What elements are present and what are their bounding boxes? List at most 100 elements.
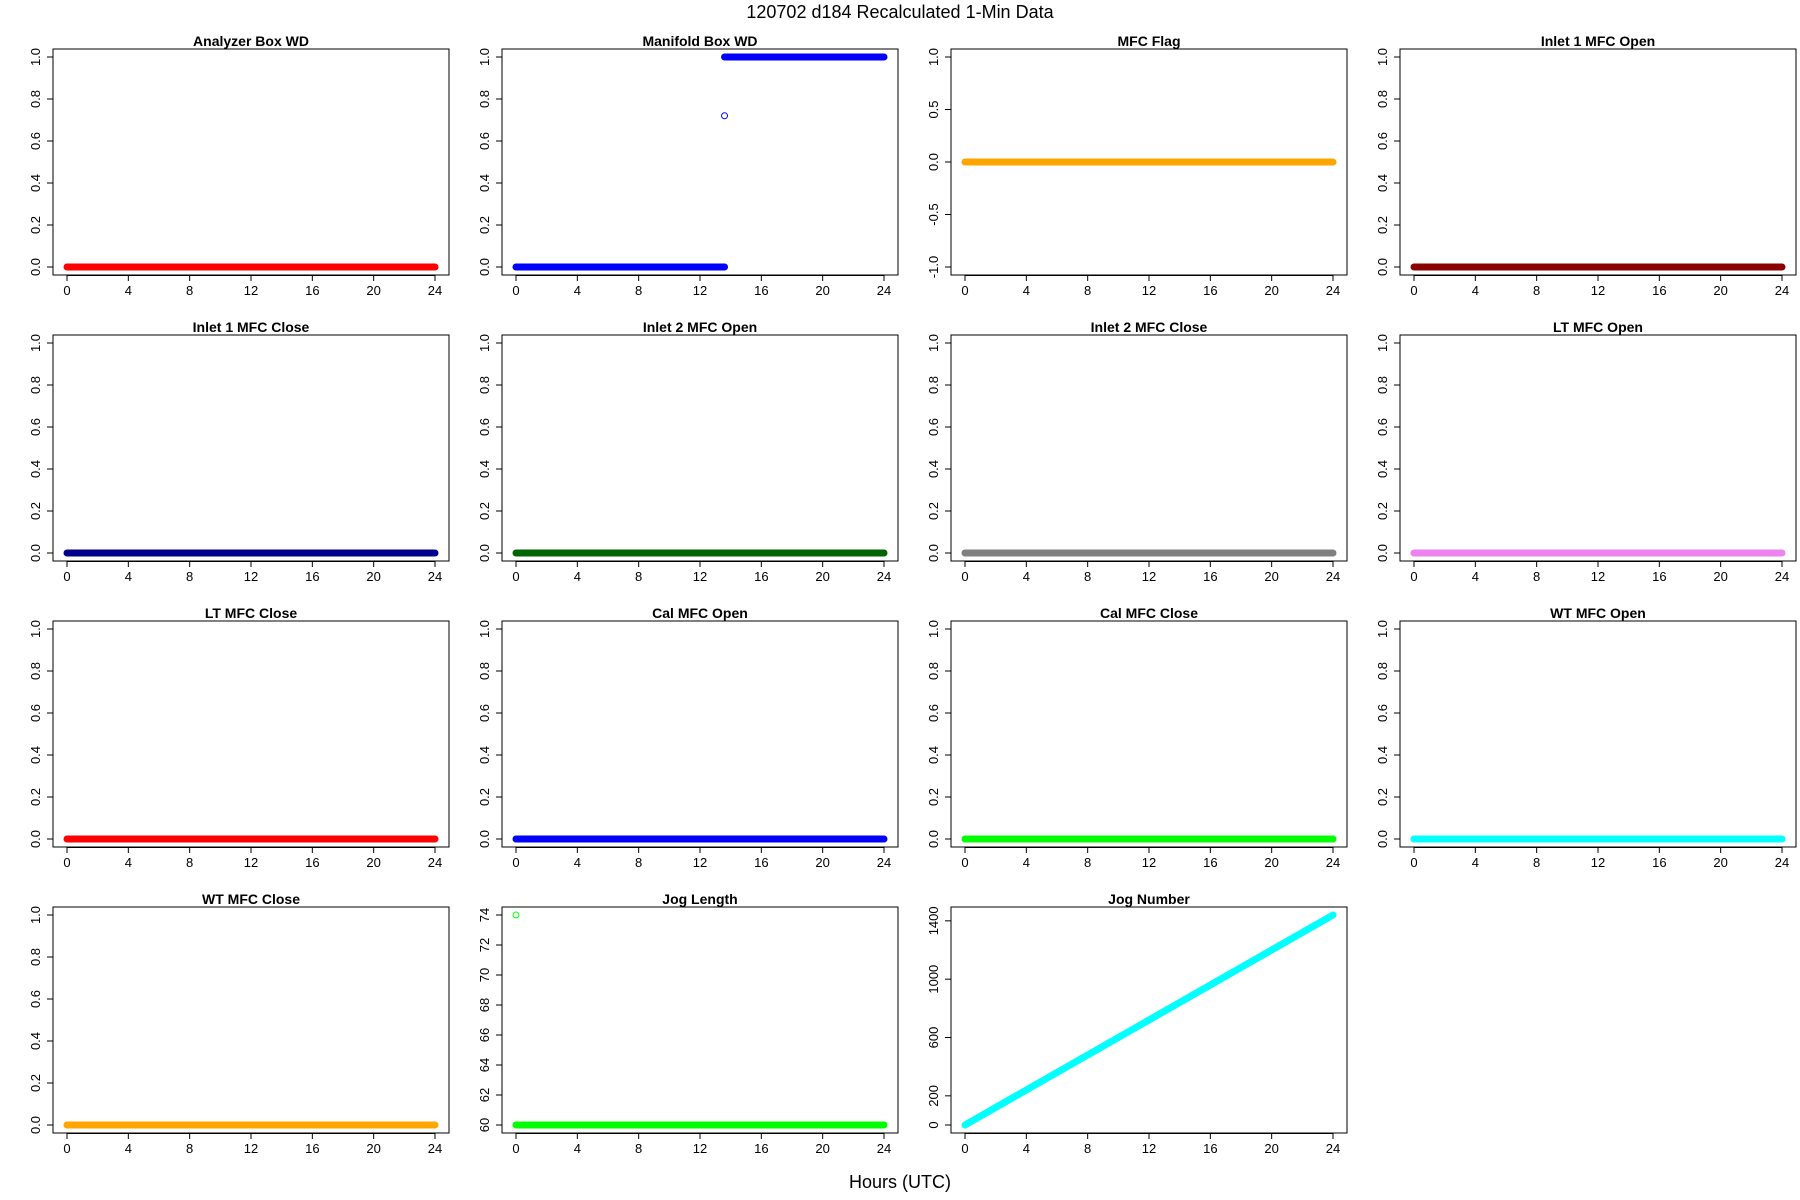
panel-jog-length: Jog Length 0 4 8 12 16 20 24 60 62 64 66 68 70 72 74 bbox=[477, 891, 899, 1156]
y-tick-label: 74 bbox=[477, 908, 492, 922]
y-tick-label: 0.2 bbox=[28, 502, 43, 520]
panel-title: WT MFC Open bbox=[1550, 605, 1646, 621]
y-tick-label: 0.4 bbox=[1375, 174, 1390, 192]
x-tick-label: 20 bbox=[366, 1141, 380, 1156]
plot-frame bbox=[501, 906, 899, 1134]
y-tick-label: 600 bbox=[926, 1027, 941, 1049]
y-tick-label: 0.6 bbox=[1375, 418, 1390, 436]
x-tick-label: 4 bbox=[1023, 283, 1030, 298]
panel-inlet-2-mfc-open: Inlet 2 MFC Open 0 4 8 12 16 20 24 0.0 0.2 0.4 0.6 0… bbox=[477, 319, 899, 584]
y-tick-label: 0.6 bbox=[926, 704, 941, 722]
panel-cal-mfc-close: Cal MFC Close 0 4 8 12 16 20 24 0.0 0.2 0.4 0.6 0.8 1… bbox=[926, 605, 1348, 870]
y-tick-label: 1.0 bbox=[28, 48, 43, 66]
panel-inlet-1-mfc-open: Inlet 1 MFC Open 0 4 8 12 16 20 24 0.0 0.2 0.4 0.6 0… bbox=[1375, 33, 1797, 298]
x-tick-label: 8 bbox=[1084, 855, 1091, 870]
plot-frame bbox=[1399, 334, 1797, 562]
x-tick-label: 0 bbox=[1410, 855, 1417, 870]
y-tick-label: 0.4 bbox=[926, 746, 941, 764]
x-tick-label: 0 bbox=[512, 569, 519, 584]
x-tick-label: 0 bbox=[63, 283, 70, 298]
x-tick-label: 24 bbox=[428, 1141, 442, 1156]
y-tick-label: 0.0 bbox=[926, 544, 941, 562]
y-tick-label: 0.0 bbox=[1375, 544, 1390, 562]
y-tick-label: 1.0 bbox=[926, 48, 941, 66]
x-tick-label: 4 bbox=[125, 569, 132, 584]
panel-grid: Analyzer Box WD 0 4 8 12 16 20 24 0.0 0.2 0.4 0.6 0.… bbox=[28, 33, 1797, 1156]
x-tick-label: 8 bbox=[1084, 1141, 1091, 1156]
x-tick-label: 8 bbox=[635, 569, 642, 584]
y-tick-label: 0.6 bbox=[477, 418, 492, 436]
x-tick-label: 20 bbox=[815, 569, 829, 584]
panel-jog-number: Jog Number 0 4 8 12 16 20 24 0 200 600 1000 1400 bbox=[926, 891, 1348, 1156]
panel-title: LT MFC Close bbox=[205, 605, 298, 621]
y-tick-label: 0.4 bbox=[28, 174, 43, 192]
y-tick-label: 0.0 bbox=[28, 830, 43, 848]
y-tick-label: 0.8 bbox=[477, 90, 492, 108]
x-axis-label: Hours (UTC) bbox=[849, 1172, 951, 1192]
y-tick-label: 1.0 bbox=[28, 906, 43, 924]
y-tick-label: 0.0 bbox=[28, 258, 43, 276]
y-tick-label: 0.6 bbox=[28, 132, 43, 150]
x-tick-label: 0 bbox=[512, 855, 519, 870]
x-tick-label: 20 bbox=[366, 855, 380, 870]
y-tick-label: 0.4 bbox=[28, 746, 43, 764]
y-tick-label: 0.2 bbox=[477, 502, 492, 520]
y-tick-label: 0.2 bbox=[1375, 502, 1390, 520]
y-tick-label: 0.6 bbox=[28, 704, 43, 722]
x-tick-label: 12 bbox=[244, 283, 258, 298]
x-tick-label: 8 bbox=[186, 1141, 193, 1156]
x-tick-label: 8 bbox=[635, 283, 642, 298]
x-tick-label: 20 bbox=[815, 283, 829, 298]
panel-title: Manifold Box WD bbox=[642, 33, 757, 49]
data-point bbox=[512, 911, 520, 919]
x-tick-label: 8 bbox=[186, 283, 193, 298]
x-tick-label: 8 bbox=[1533, 855, 1540, 870]
x-tick-label: 24 bbox=[877, 1141, 891, 1156]
y-tick-label: 1.0 bbox=[477, 334, 492, 352]
x-tick-label: 4 bbox=[125, 855, 132, 870]
x-tick-label: 20 bbox=[815, 1141, 829, 1156]
x-tick-label: 20 bbox=[1713, 569, 1727, 584]
x-tick-label: 0 bbox=[961, 569, 968, 584]
y-tick-label: 0.8 bbox=[1375, 90, 1390, 108]
panel-title: WT MFC Close bbox=[202, 891, 300, 907]
plot-frame bbox=[950, 620, 1348, 848]
x-tick-label: 12 bbox=[693, 283, 707, 298]
y-tick-label: 0.6 bbox=[1375, 132, 1390, 150]
panel-mfc-flag: MFC Flag 0 4 8 12 16 20 24 -1.0 -0.5 0.0 0.5 1.0 bbox=[926, 33, 1348, 298]
x-tick-label: 12 bbox=[1591, 283, 1605, 298]
x-tick-label: 24 bbox=[1775, 569, 1789, 584]
x-tick-label: 24 bbox=[1326, 1141, 1340, 1156]
y-tick-label: 0.5 bbox=[926, 100, 941, 118]
y-tick-label: 0.6 bbox=[926, 418, 941, 436]
panel-manifold-box-wd: Manifold Box WD 0 4 8 12 16 20 24 0.0 0.2 0.4 0.6 0.… bbox=[477, 33, 899, 298]
y-tick-label: 0.6 bbox=[477, 704, 492, 722]
x-tick-label: 4 bbox=[1023, 1141, 1030, 1156]
y-tick-label: 0.0 bbox=[477, 830, 492, 848]
x-tick-label: 24 bbox=[428, 855, 442, 870]
y-tick-label: 200 bbox=[926, 1085, 941, 1107]
y-tick-label: 0.0 bbox=[926, 830, 941, 848]
y-tick-label: 0.4 bbox=[477, 174, 492, 192]
plot-frame bbox=[1399, 48, 1797, 276]
x-tick-label: 12 bbox=[1142, 1141, 1156, 1156]
y-tick-label: 0.8 bbox=[28, 948, 43, 966]
x-tick-label: 24 bbox=[1775, 855, 1789, 870]
x-tick-label: 16 bbox=[1203, 283, 1217, 298]
x-tick-label: 20 bbox=[366, 569, 380, 584]
x-tick-label: 4 bbox=[574, 569, 581, 584]
x-tick-label: 4 bbox=[574, 855, 581, 870]
x-tick-label: 24 bbox=[1326, 283, 1340, 298]
panel-title: Analyzer Box WD bbox=[193, 33, 309, 49]
x-tick-label: 16 bbox=[305, 569, 319, 584]
x-tick-label: 12 bbox=[244, 855, 258, 870]
x-tick-label: 24 bbox=[1775, 283, 1789, 298]
panel-title: Jog Number bbox=[1108, 891, 1190, 907]
x-tick-label: 12 bbox=[1142, 855, 1156, 870]
x-tick-label: 16 bbox=[1652, 855, 1666, 870]
x-tick-label: 20 bbox=[1264, 1141, 1278, 1156]
y-tick-label: 0.8 bbox=[477, 376, 492, 394]
y-tick-label: 0.4 bbox=[926, 460, 941, 478]
y-tick-label: 1.0 bbox=[477, 620, 492, 638]
